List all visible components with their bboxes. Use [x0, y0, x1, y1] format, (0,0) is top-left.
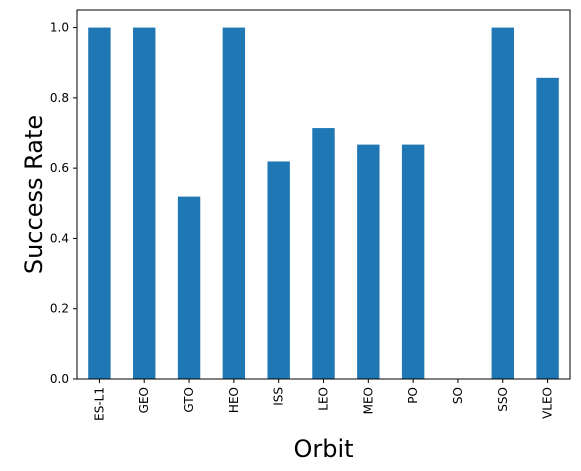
bar-sso	[491, 27, 514, 379]
y-axis-label: Success Rate	[20, 115, 48, 274]
y-tick-label: 0.8	[50, 91, 69, 105]
x-tick-label: GEO	[137, 387, 151, 413]
x-tick-label: LEO	[317, 387, 331, 411]
y-tick-label: 0.6	[50, 161, 69, 175]
plot-frame	[76, 9, 571, 380]
x-tick-label: GTO	[182, 387, 196, 413]
bar-geo	[133, 27, 156, 379]
bar-heo	[222, 27, 246, 379]
bar-po	[401, 144, 425, 379]
x-tick-label: SSO	[496, 387, 510, 412]
bar-iss	[267, 161, 290, 379]
bar-meo	[357, 144, 380, 379]
bar-vleo	[536, 77, 559, 379]
x-tick-label: VLEO	[541, 387, 555, 419]
x-tick-label: SO	[451, 387, 465, 404]
x-tick-label: HEO	[227, 387, 241, 413]
x-tick-label: ES-L1	[92, 387, 106, 421]
x-axis-ticks: ES-L1 GEO GTO HEO ISS LEO MEO PO SO SSO VLEO	[92, 379, 555, 421]
y-axis-ticks: 0.0 0.2 0.4 0.6 0.8 1.0	[50, 21, 77, 386]
y-tick-label: 1.0	[50, 21, 69, 35]
bar-gto	[177, 196, 201, 379]
y-tick-label: 0.2	[50, 302, 69, 316]
x-tick-label: ISS	[272, 387, 286, 406]
y-tick-label: 0.4	[50, 231, 69, 245]
y-tick-label: 0.0	[50, 372, 69, 386]
bar-es-l1	[88, 27, 111, 379]
x-tick-label: MEO	[361, 387, 375, 414]
x-axis-label: Orbit	[293, 435, 353, 463]
bar-leo	[312, 128, 335, 379]
x-tick-label: PO	[406, 387, 420, 404]
bars-group	[88, 27, 559, 379]
